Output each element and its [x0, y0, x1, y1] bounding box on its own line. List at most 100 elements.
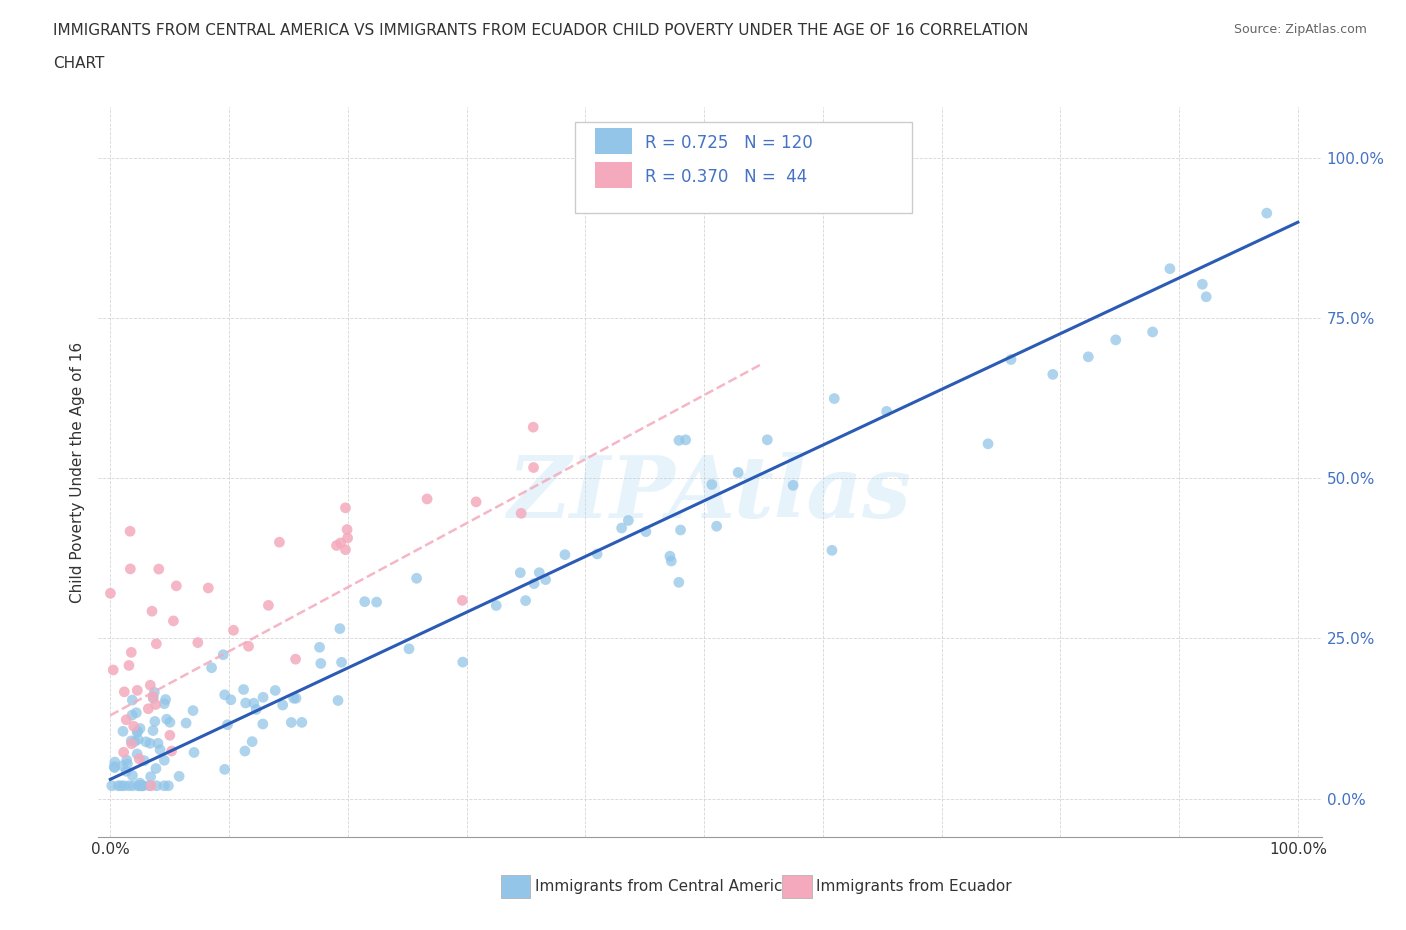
Point: [141, 604, 163, 618]
Point: [111, 758, 134, 773]
Point: [329, 621, 352, 636]
Point: [523, 577, 546, 591]
Point: [124, 734, 146, 749]
Point: [668, 433, 690, 448]
Point: [264, 683, 287, 698]
FancyBboxPatch shape: [575, 122, 912, 213]
Point: [183, 745, 205, 760]
Point: [1256, 206, 1278, 220]
Point: [335, 500, 357, 515]
Text: R = 0.370   N =  44: R = 0.370 N = 44: [645, 168, 807, 186]
Point: [782, 478, 804, 493]
Point: [326, 693, 349, 708]
Point: [1195, 289, 1218, 304]
Point: [165, 578, 187, 593]
Point: [174, 715, 197, 730]
Point: [111, 724, 134, 738]
Point: [485, 598, 508, 613]
Point: [529, 565, 551, 580]
Point: [128, 778, 150, 793]
Point: [510, 506, 533, 521]
Point: [122, 719, 145, 734]
Point: [610, 521, 633, 536]
Point: [329, 536, 352, 551]
Point: [142, 724, 165, 738]
Point: [1077, 350, 1099, 365]
Point: [977, 436, 1000, 451]
Point: [222, 623, 245, 638]
Point: [139, 769, 162, 784]
Point: [103, 760, 125, 775]
Text: IMMIGRANTS FROM CENTRAL AMERICA VS IMMIGRANTS FROM ECUADOR CHILD POVERTY UNDER T: IMMIGRANTS FROM CENTRAL AMERICA VS IMMIG…: [53, 23, 1029, 38]
Point: [197, 580, 219, 595]
Point: [155, 692, 177, 707]
Point: [129, 721, 152, 736]
Point: [522, 419, 544, 434]
Point: [100, 586, 122, 601]
Point: [142, 691, 165, 706]
Point: [128, 751, 150, 766]
Point: [214, 762, 236, 777]
Point: [118, 778, 141, 793]
FancyBboxPatch shape: [595, 127, 631, 153]
Point: [139, 736, 162, 751]
Point: [1191, 277, 1213, 292]
Point: [157, 778, 180, 793]
Point: [465, 495, 488, 510]
Point: [200, 660, 222, 675]
Point: [181, 703, 204, 718]
Point: [336, 530, 359, 545]
Point: [219, 692, 242, 707]
Point: [515, 593, 537, 608]
Point: [162, 614, 184, 629]
Point: [366, 594, 388, 609]
Point: [1000, 352, 1022, 367]
Point: [257, 598, 280, 613]
Point: [145, 636, 167, 651]
Point: [821, 543, 844, 558]
Point: [118, 658, 141, 673]
Point: [149, 742, 172, 757]
Point: [139, 678, 162, 693]
FancyBboxPatch shape: [595, 162, 631, 188]
Point: [243, 696, 266, 711]
Point: [283, 691, 305, 706]
FancyBboxPatch shape: [501, 875, 530, 898]
Point: [143, 684, 166, 699]
Point: [115, 752, 138, 767]
Point: [617, 513, 640, 528]
Point: [143, 714, 166, 729]
Point: [252, 690, 274, 705]
Point: [115, 712, 138, 727]
Point: [120, 524, 142, 538]
Point: [534, 572, 557, 587]
Point: [398, 642, 420, 657]
Point: [727, 465, 749, 480]
Point: [127, 724, 149, 739]
Point: [107, 778, 129, 793]
Point: [634, 525, 657, 539]
Point: [132, 778, 155, 793]
Point: [668, 575, 690, 590]
Point: [129, 776, 152, 790]
Point: [122, 778, 145, 793]
Point: [291, 715, 314, 730]
FancyBboxPatch shape: [782, 875, 811, 898]
Point: [238, 639, 260, 654]
Point: [131, 778, 153, 793]
Point: [138, 778, 160, 793]
Point: [134, 753, 156, 768]
Point: [125, 705, 148, 720]
Point: [104, 754, 127, 769]
Point: [659, 553, 682, 568]
Point: [280, 715, 302, 730]
Point: [110, 778, 132, 793]
Point: [217, 717, 239, 732]
Point: [121, 768, 143, 783]
Point: [153, 778, 176, 793]
Point: [100, 778, 122, 793]
Point: [153, 697, 176, 711]
Point: [330, 655, 353, 670]
Point: [112, 745, 135, 760]
Point: [112, 684, 135, 699]
